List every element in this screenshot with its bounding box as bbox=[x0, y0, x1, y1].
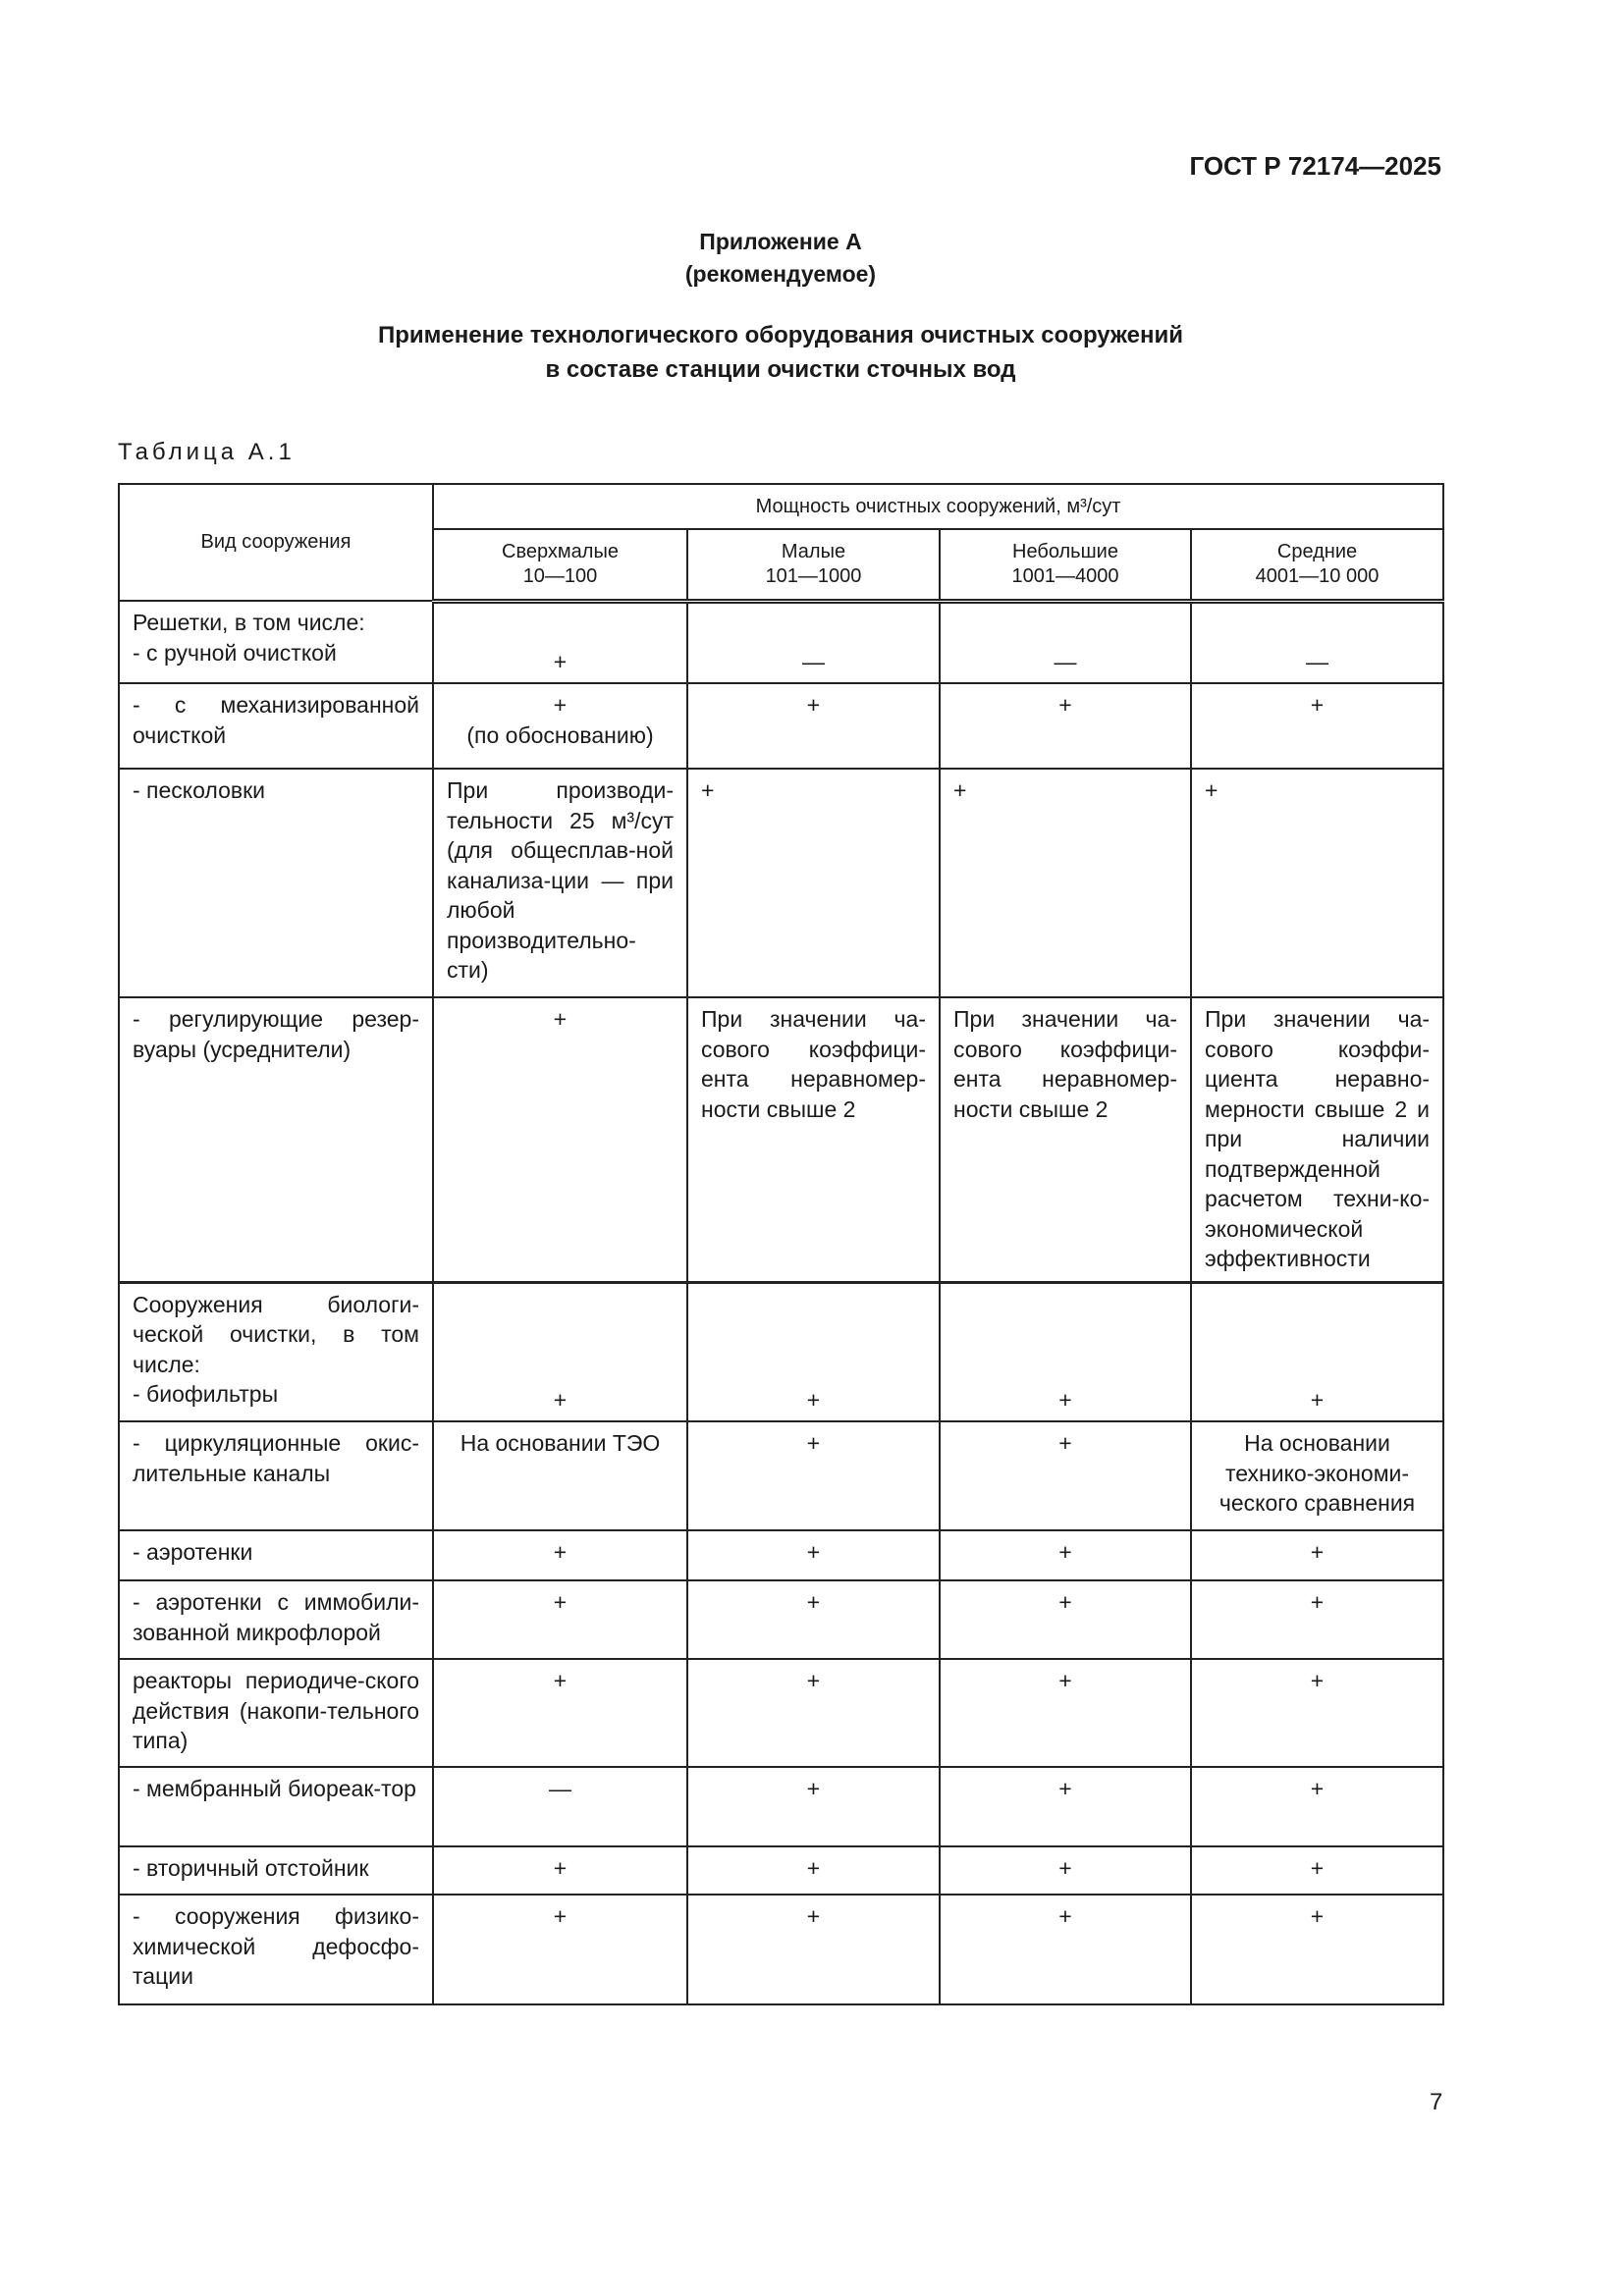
table-cell: При значении ча-сового коэффи-циента нер… bbox=[1189, 996, 1445, 1283]
header-structure-type: Вид сооружения bbox=[118, 483, 434, 602]
table-cell: На основании ТЭО bbox=[432, 1420, 688, 1531]
structure-type-cell: - мембранный биореак-тор bbox=[118, 1766, 434, 1847]
table-cell: + bbox=[939, 1894, 1192, 2005]
structure-type-cell: - регулирующие резер-вуары (усреднители) bbox=[118, 996, 434, 1283]
header-column: Сверхмалые 10—100 bbox=[432, 528, 688, 604]
structure-type-cell: Сооружения биологи-ческой очистки, в том… bbox=[118, 1280, 434, 1422]
page-number: 7 bbox=[1430, 2089, 1443, 2115]
table-row: - с механизированной очисткой + (по обосн… bbox=[118, 682, 1445, 770]
structure-type-cell: - вторичный отстойник bbox=[118, 1845, 434, 1896]
table-cell: — bbox=[686, 600, 941, 684]
table-cell: + bbox=[432, 1658, 688, 1768]
document-code: ГОСТ Р 72174—2025 bbox=[1189, 151, 1441, 181]
equipment-table: Вид сооружения Мощность очистных сооруже… bbox=[118, 483, 1445, 2005]
column-name: Малые bbox=[781, 540, 846, 562]
table-cell: + bbox=[686, 1529, 941, 1581]
column-name: Средние bbox=[1276, 540, 1358, 562]
table-cell: + bbox=[686, 768, 941, 998]
column-name: Сверхмалые bbox=[502, 540, 619, 562]
structure-type-cell: - аэротенки с иммобили-зованной микрофло… bbox=[118, 1579, 434, 1660]
structure-type-cell: Решетки, в том числе: - с ручной очистко… bbox=[118, 600, 434, 684]
table-cell: — bbox=[432, 1766, 688, 1847]
table-row: реакторы периодиче-ского действия (накоп… bbox=[118, 1658, 1445, 1768]
table-cell: + bbox=[939, 1766, 1192, 1847]
table-cell: + bbox=[686, 1894, 941, 2005]
table-cell: + bbox=[939, 1280, 1192, 1422]
table-cell: + bbox=[939, 1529, 1192, 1581]
table-cell: + bbox=[939, 682, 1192, 770]
table-cell: + bbox=[686, 1280, 941, 1422]
title-line-1: Применение технологического оборудования… bbox=[378, 322, 1183, 348]
header-column: Небольшие 1001—4000 bbox=[939, 528, 1192, 604]
table-label: Таблица А.1 bbox=[118, 439, 296, 465]
table-row: - сооружения физико-химической дефосфо-т… bbox=[118, 1894, 1445, 2005]
structure-type-cell: - циркуляционные окис-лительные каналы bbox=[118, 1420, 434, 1531]
table-cell: + bbox=[432, 1529, 688, 1581]
table-row: Решетки, в том числе: - с ручной очистко… bbox=[118, 600, 1445, 684]
structure-type-cell: - с механизированной очисткой bbox=[118, 682, 434, 770]
table-cell: + bbox=[939, 1579, 1192, 1660]
table-cell: + bbox=[432, 996, 688, 1283]
title-line-2: в составе станции очистки сточных вод bbox=[545, 356, 1016, 383]
table-cell: + bbox=[1189, 1579, 1445, 1660]
table-cell: + bbox=[686, 1845, 941, 1896]
column-range: 101—1000 bbox=[765, 564, 862, 587]
column-range: 4001—10 000 bbox=[1255, 564, 1380, 587]
table-row: - регулирующие резер-вуары (усреднители)… bbox=[118, 996, 1445, 1283]
table-cell: + bbox=[1189, 768, 1445, 998]
table-cell: + bbox=[1189, 682, 1445, 770]
table-cell: + bbox=[432, 600, 688, 684]
table-row: - аэротенки с иммобили-зованной микрофло… bbox=[118, 1579, 1445, 1660]
appendix-label: Приложение А bbox=[699, 229, 862, 254]
header-column: Средние 4001—10 000 bbox=[1189, 528, 1445, 604]
table-cell: + bbox=[686, 1579, 941, 1660]
appendix-status: (рекомендуемое) bbox=[684, 261, 877, 287]
column-range: 10—100 bbox=[522, 564, 598, 587]
table-cell: При производи-тельности 25 м³/сут (для о… bbox=[432, 768, 688, 998]
table-cell: + bbox=[1189, 1658, 1445, 1768]
table-cell: + bbox=[686, 1420, 941, 1531]
table-cell: + bbox=[686, 1766, 941, 1847]
structure-type-cell: - аэротенки bbox=[118, 1529, 434, 1581]
table-cell: + (по обоснованию) bbox=[432, 682, 688, 770]
table-cell: + bbox=[1189, 1766, 1445, 1847]
table-cell: + bbox=[939, 1420, 1192, 1531]
table-cell: + bbox=[432, 1280, 688, 1422]
appendix-heading: Приложение А (рекомендуемое) bbox=[0, 226, 1561, 291]
column-name: Небольшие bbox=[1012, 540, 1118, 562]
table-cell: + bbox=[686, 1658, 941, 1768]
table-cell: + bbox=[1189, 1894, 1445, 2005]
table-cell: + bbox=[1189, 1280, 1445, 1422]
header-column: Малые 101—1000 bbox=[686, 528, 941, 604]
structure-type-cell: - песколовки bbox=[118, 768, 434, 998]
table-row: Сооружения биологи-ческой очистки, в том… bbox=[118, 1280, 1445, 1422]
table-row: - мембранный биореак-тор — + + + bbox=[118, 1766, 1445, 1847]
table-cell: + bbox=[432, 1845, 688, 1896]
table-cell: При значении ча-сового коэффици-ента нер… bbox=[939, 996, 1192, 1283]
page-title: Применение технологического оборудования… bbox=[0, 318, 1561, 387]
table-cell: + bbox=[686, 682, 941, 770]
table-cell: На основании технико-экономи-ческого сра… bbox=[1189, 1420, 1445, 1531]
header-capacity: Мощность очистных сооружений, м³/сут bbox=[431, 483, 1445, 530]
table-row: - песколовки При производи-тельности 25 м… bbox=[118, 768, 1445, 998]
table-cell: + bbox=[1189, 1845, 1445, 1896]
table-cell: При значении ча-сового коэффици-ента нер… bbox=[686, 996, 941, 1283]
table-cell: + bbox=[939, 768, 1192, 998]
structure-type-cell: реакторы периодиче-ского действия (накоп… bbox=[118, 1658, 434, 1768]
table-row: - циркуляционные окис-лительные каналы На… bbox=[118, 1420, 1445, 1531]
table-cell: + bbox=[1189, 1529, 1445, 1581]
column-range: 1001—4000 bbox=[1011, 564, 1119, 587]
table-cell: + bbox=[939, 1658, 1192, 1768]
table-cell: — bbox=[1189, 600, 1445, 684]
table-row: - аэротенки + + + + bbox=[118, 1529, 1445, 1581]
table-cell: + bbox=[432, 1579, 688, 1660]
table-cell: — bbox=[939, 600, 1192, 684]
table-row: - вторичный отстойник + + + + bbox=[118, 1845, 1445, 1896]
table-cell: + bbox=[432, 1894, 688, 2005]
table-cell: + bbox=[939, 1845, 1192, 1896]
structure-type-cell: - сооружения физико-химической дефосфо-т… bbox=[118, 1894, 434, 2005]
